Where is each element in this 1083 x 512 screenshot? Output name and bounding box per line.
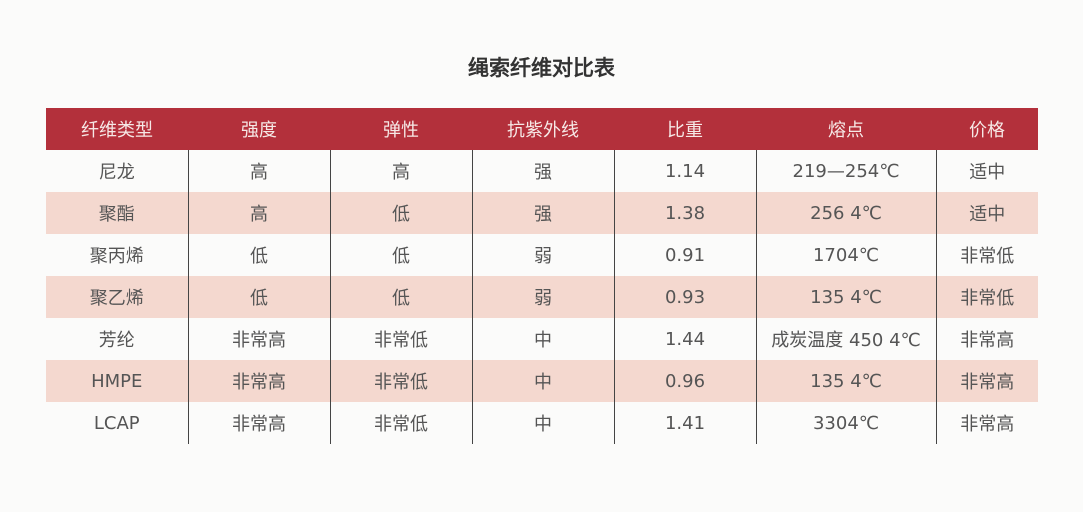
table-cell: 适中 [935,192,1038,234]
table-cell: 非常低 [935,234,1038,276]
column-header: 弹性 [330,108,472,150]
table-cell: 弱 [471,234,614,276]
table-cell: 中 [471,360,614,402]
table-row: 尼龙高高强 1.14 219—254℃ 适中 [46,150,1038,192]
column-header: 纤维类型 [46,108,188,150]
table-cell: 0.96 [613,360,756,402]
table-cell: 高 [187,192,330,234]
table-cell: 低 [329,276,472,318]
table-cell: 1.14 [613,150,756,192]
table-cell: 1.44 [613,318,756,360]
table-cell: 219—254℃ [755,150,936,192]
table-cell: LCAP [93,412,140,434]
table-cell: 135 4℃ [755,360,936,402]
table-cell: 高 [187,150,330,192]
table-cell: 1.41 [613,402,756,444]
table-cell: 低 [329,234,472,276]
column-header: 比重 [614,108,756,150]
column-header: 强度 [188,108,330,150]
table-cell: 非常高 [187,318,330,360]
table-cell: 强 [471,150,614,192]
column-header: 抗紫外线 [472,108,614,150]
table-cell: 聚丙烯 [89,246,144,267]
table-cell: 非常高 [935,360,1038,402]
table-cell: 弱 [471,276,614,318]
table-cell: 高 [329,150,472,192]
table-cell: 1.38 [613,192,756,234]
table-row: 聚酯高低强 1.38 256 4℃ 适中 [46,192,1038,234]
table-cell: 非常低 [329,402,472,444]
table-cell: 成炭温度 450 4℃ [755,318,936,360]
table-cell: 低 [187,234,330,276]
table-cell: 适中 [935,150,1038,192]
table-cell: 低 [187,276,330,318]
table-cell: 聚乙烯 [46,276,188,318]
table-cell: 非常高 [187,360,330,402]
table-row: LCAP 非常高 非常低中 1.41 3304℃ 非常高 [46,402,1038,444]
table-cell: 尼龙 [98,162,135,183]
table-cell: HMPE [46,360,188,402]
table-cell: 3304℃ [755,402,936,444]
table-row: 芳纶 非常高 非常低中 1.44 成炭温度 450 4℃ 非常高 [46,318,1038,360]
table-cell: 强 [471,192,614,234]
table-cell: 非常高 [187,402,330,444]
table-cell: 0.93 [613,276,756,318]
table-cell: 芳纶 [98,330,135,351]
table-cell: 0.91 [613,234,756,276]
fiber-comparison-table: 纤维类型 强度 弹性 抗紫外线 比重 熔点 价格 尼龙高高强 1.14 219—254℃ 适中 聚酯… [46,108,1038,444]
table-cell: 低 [329,192,472,234]
table-cell: 1704℃ [755,234,936,276]
column-header: 价格 [936,108,1038,150]
table-cell: 聚酯 [46,192,188,234]
table-cell: 非常高 [935,402,1038,444]
table-row: 聚乙烯低低弱 0.93 135 4℃ 非常低 [46,276,1038,318]
table-cell: 非常高 [935,318,1038,360]
table-cell: 非常低 [329,318,472,360]
table-title: 绳索纤维对比表 [468,56,615,80]
column-header: 熔点 [756,108,936,150]
table-cell: 非常低 [329,360,472,402]
table-row: 聚丙烯低低弱 0.91 1704℃ 非常低 [46,234,1038,276]
table-cell: 256 4℃ [755,192,936,234]
table-cell: 135 4℃ [755,276,936,318]
table-cell: 非常低 [935,276,1038,318]
header-row: 纤维类型 强度 弹性 抗紫外线 比重 熔点 价格 [46,108,1038,150]
table-cell: 中 [471,318,614,360]
table-row: HMPE 非常高 非常低中 0.96 135 4℃ 非常高 [46,360,1038,402]
table-cell: 中 [471,402,614,444]
